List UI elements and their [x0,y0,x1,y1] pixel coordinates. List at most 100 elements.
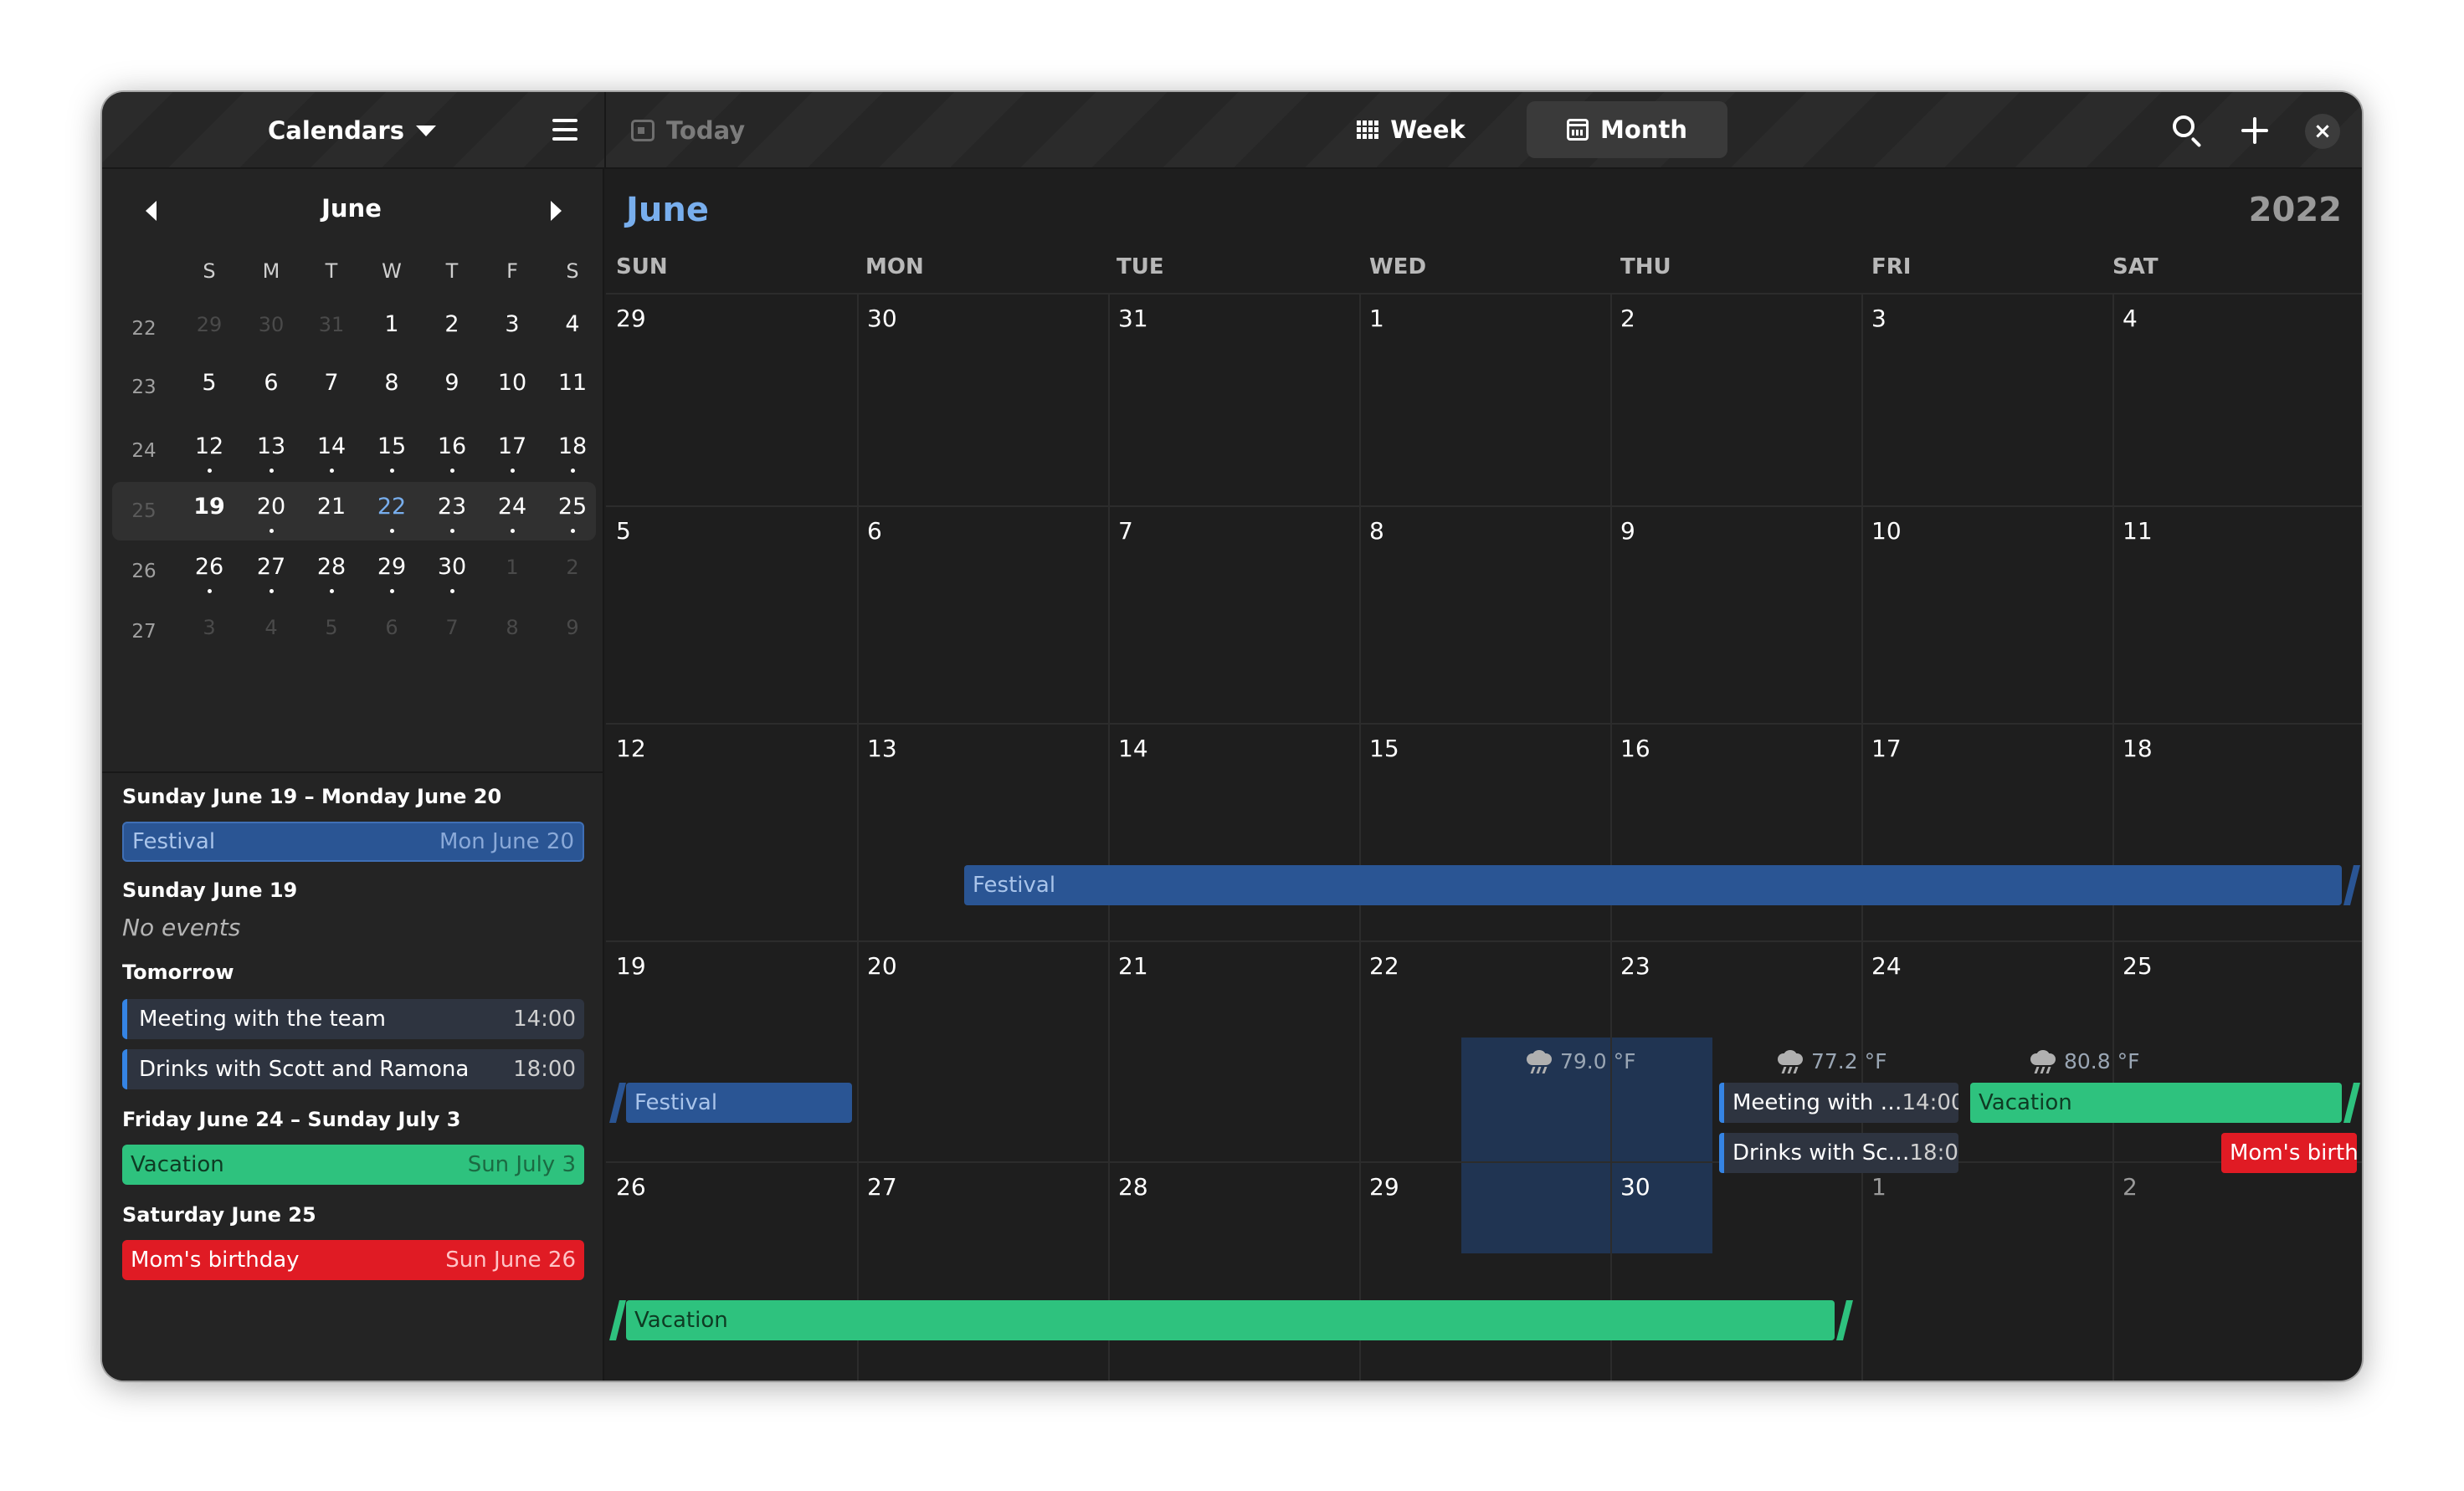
day-number[interactable]: 17 [1871,735,1902,762]
month-view-button[interactable]: Month [1527,101,1727,158]
event-festival[interactable]: Festival [964,865,2342,905]
day-number[interactable]: 2 [1620,305,1635,332]
day-number[interactable]: 9 [1620,517,1635,545]
mini-calendar-day[interactable]: 3 [505,311,520,337]
agenda-event-birthday[interactable]: Mom's birthday Sun June 26 [122,1240,584,1280]
week-view-button[interactable]: Week [1311,101,1512,158]
day-number[interactable]: 31 [1118,305,1148,332]
close-icon[interactable]: × [2305,114,2340,149]
day-number[interactable]: 15 [1369,735,1399,762]
mini-calendar-day[interactable]: 30 [427,554,477,593]
mini-calendar-day[interactable]: 6 [264,370,279,396]
mini-calendar-day[interactable]: 21 [316,494,346,520]
mini-calendar-day[interactable]: 12 [184,433,234,473]
add-event-icon[interactable] [2238,114,2272,147]
day-number[interactable]: 8 [1369,517,1384,545]
day-number[interactable]: 1 [1369,305,1384,332]
event-vacation[interactable]: Vacation [1970,1083,2342,1123]
mini-calendar-day[interactable]: 14 [306,433,357,473]
day-number[interactable]: 6 [867,517,882,545]
event-festival[interactable]: Festival [626,1083,852,1123]
mini-calendar-day[interactable]: 2 [566,556,579,579]
day-number[interactable]: 7 [1118,517,1133,545]
day-number[interactable]: 21 [1118,952,1148,980]
mini-calendar-day[interactable]: 9 [566,616,579,639]
mini-calendar-day[interactable]: 26 [184,554,234,593]
mini-calendar-day[interactable]: 19 [184,487,234,534]
day-number[interactable]: 28 [1118,1173,1148,1201]
day-number[interactable]: 3 [1871,305,1887,332]
mini-calendar-day[interactable]: 10 [497,370,527,396]
mini-calendar-day[interactable]: 7 [445,616,459,639]
day-number[interactable]: 27 [867,1173,897,1201]
mini-calendar-day[interactable]: 18 [547,433,598,473]
day-number[interactable]: 24 [1871,952,1902,980]
event-birthday[interactable]: Mom's birthday [2221,1133,2357,1173]
day-number[interactable]: 1 [1871,1173,1887,1201]
day-number[interactable]: 18 [2123,735,2153,762]
day-number[interactable]: 16 [1620,735,1650,762]
day-number[interactable]: 29 [616,305,646,332]
mini-calendar-day[interactable]: 17 [487,433,537,473]
mini-calendar-day[interactable]: 20 [246,494,296,533]
day-number[interactable]: 10 [1871,517,1902,545]
agenda-event-meeting[interactable]: Meeting with the team 14:00 [122,999,584,1039]
mini-calendar-day[interactable]: 7 [324,370,339,396]
mini-calendar-day[interactable]: 23 [427,494,477,533]
mini-calendar-day[interactable]: 4 [565,311,580,337]
mini-calendar-day[interactable]: 1 [506,556,519,579]
day-number[interactable]: 20 [867,952,897,980]
previous-month-icon[interactable] [146,201,157,221]
day-number[interactable]: 12 [616,735,646,762]
day-number[interactable]: 5 [616,517,631,545]
day-number[interactable]: 23 [1620,952,1650,980]
day-number[interactable]: 29 [1369,1173,1399,1201]
day-number[interactable]: 22 [1369,952,1399,980]
mini-calendar-day[interactable]: 27 [246,554,296,593]
mini-calendar-day[interactable]: 31 [318,313,345,336]
today-button[interactable]: Today [631,110,745,151]
mini-calendar-day[interactable]: 11 [557,370,588,396]
calendars-menu-button[interactable]: Calendars [268,110,436,151]
mini-calendar-day[interactable]: 22 [367,494,417,533]
agenda-event-festival[interactable]: Festival Mon June 20 [122,822,584,862]
event-vacation[interactable]: Vacation [626,1300,1835,1340]
day-number[interactable]: 13 [867,735,897,762]
mini-calendar-day[interactable]: 4 [264,616,278,639]
mini-calendar-day[interactable]: 5 [325,616,338,639]
event-drinks[interactable]: Drinks with Sc… 18:00 [1719,1133,1958,1173]
next-month-icon[interactable] [551,201,562,221]
day-number[interactable]: 11 [2123,517,2153,545]
selected-day-cell[interactable] [1461,1038,1712,1253]
mini-calendar-day[interactable]: 28 [306,554,357,593]
mini-calendar-day[interactable]: 8 [384,370,399,396]
mini-calendar-day[interactable]: 30 [258,313,285,336]
day-number[interactable]: 2 [2123,1173,2138,1201]
mini-calendar-day[interactable]: 1 [384,311,399,337]
mini-calendar-day[interactable]: 15 [367,433,417,473]
mini-calendar-day[interactable]: 13 [246,433,296,473]
agenda-event-vacation[interactable]: Vacation Sun July 3 [122,1145,584,1185]
mini-calendar-day[interactable]: 29 [367,554,417,593]
mini-calendar-day[interactable]: 6 [385,616,398,639]
mini-calendar-day[interactable]: 5 [202,370,217,396]
day-number[interactable]: 4 [2123,305,2138,332]
event-meeting[interactable]: Meeting with … 14:00 [1719,1083,1958,1123]
mini-calendar-day[interactable]: 25 [547,494,598,533]
mini-calendar-day[interactable]: 8 [506,616,519,639]
day-number[interactable]: 25 [2123,952,2153,980]
hamburger-menu-icon[interactable] [552,117,579,142]
mini-calendar-day[interactable]: 29 [196,313,223,336]
day-number[interactable]: 14 [1118,735,1148,762]
day-number[interactable]: 30 [1620,1173,1650,1201]
mini-calendar-day[interactable]: 16 [427,433,477,473]
mini-calendar-day[interactable]: 2 [444,311,459,337]
mini-calendar-day[interactable]: 9 [444,370,459,396]
agenda-event-drinks[interactable]: Drinks with Scott and Ramona 18:00 [122,1049,584,1089]
mini-calendar-day[interactable]: 24 [487,494,537,533]
mini-calendar-day[interactable]: 3 [203,616,216,639]
day-number[interactable]: 26 [616,1173,646,1201]
day-number[interactable]: 19 [616,952,646,980]
day-number[interactable]: 30 [867,305,897,332]
search-icon[interactable] [2171,114,2205,148]
